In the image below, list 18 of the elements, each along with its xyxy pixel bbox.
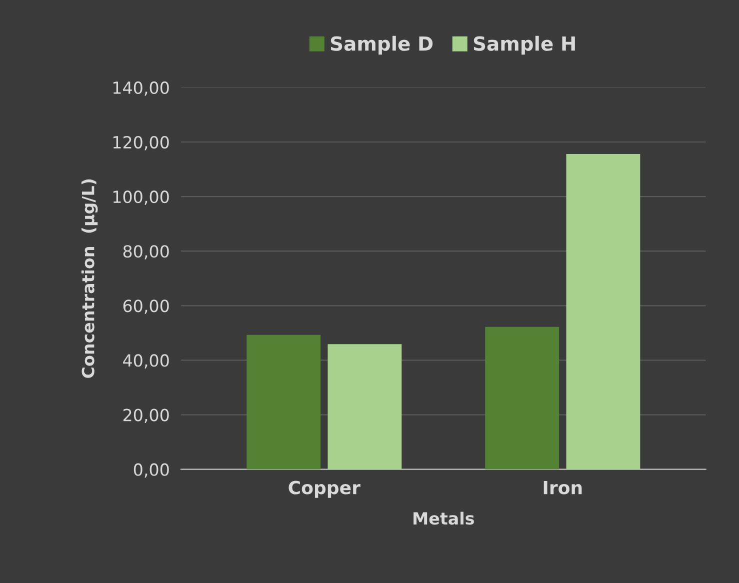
bar (566, 154, 640, 470)
y-tick-label: 20,00 (123, 408, 169, 424)
bar (485, 326, 560, 470)
y-axis-title: Concentration (µg/L) (81, 179, 98, 378)
bar (328, 344, 402, 470)
y-tick-label: 80,00 (123, 245, 169, 260)
y-tick-label: 0,00 (134, 463, 169, 478)
y-tick-label: 100,00 (113, 190, 169, 205)
legend-label: Sample D (330, 36, 433, 55)
legend-label: Sample H (474, 36, 575, 55)
x-axis-title: Metals (414, 512, 474, 525)
bar (246, 334, 321, 470)
x-tick-label: Copper (288, 480, 360, 498)
y-tick-label: 40,00 (123, 354, 169, 368)
y-tick-label: 140,00 (113, 81, 169, 96)
y-tick-label: 120,00 (113, 136, 169, 150)
x-tick-label: Iron (544, 480, 582, 494)
y-tick-label: 60,00 (123, 300, 169, 314)
